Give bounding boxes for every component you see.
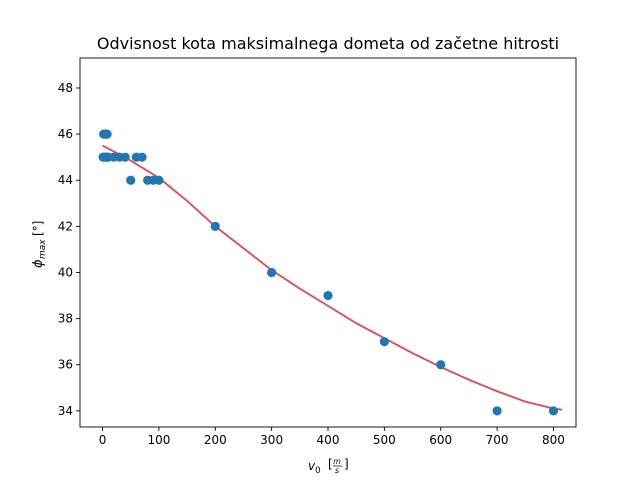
x-axis-ticks: 0 100 200 300 400 500 600 700 800 [99,427,565,447]
y-tick-label: 44 [58,173,73,187]
data-point [436,360,446,370]
data-point [102,129,112,139]
data-point [210,221,220,231]
x-label-main: v [308,459,316,473]
x-label-bracket-close: ] [344,457,349,471]
y-label-main: ϕ [31,259,46,268]
y-axis-label: ϕ max [°] [31,221,48,268]
x-tick-label: 800 [542,433,565,447]
x-tick-label: 200 [204,433,227,447]
x-label-unit-num: m [333,457,341,466]
data-point [267,267,277,278]
y-tick-label: 38 [58,312,73,326]
y-tick-label: 34 [58,404,73,418]
plot-area [79,57,577,428]
y-tick-label: 36 [58,358,73,372]
data-point [126,175,136,185]
x-axis-label: v 0 [ m s ] [308,457,349,476]
x-tick-label: 600 [429,433,452,447]
y-tick-label: 40 [58,265,73,279]
data-point [154,175,164,185]
x-tick-label: 300 [260,433,283,447]
data-points [98,129,559,416]
x-label-sub: 0 [315,466,321,476]
data-point [492,406,502,416]
data-point [137,152,147,162]
x-label-unit-den: s [335,466,339,475]
x-tick-label: 400 [317,433,340,447]
y-label-sub: max [38,239,48,259]
x-tick-label: 500 [373,433,396,447]
y-tick-label: 42 [58,219,73,233]
fit-line [102,144,563,411]
data-point [323,290,333,301]
axes-frame [79,57,577,428]
x-tick-label: 100 [147,433,170,447]
y-tick-label: 46 [58,127,73,141]
chart-title: Odvisnost kota maksimalnega dometa od za… [97,34,559,53]
x-label-bracket-open: [ [328,457,333,471]
data-point [120,152,130,162]
y-axis-ticks: 34 36 38 40 42 44 46 48 [58,81,80,418]
y-tick-label: 48 [58,81,73,95]
x-tick-label: 700 [486,433,509,447]
data-point [379,337,389,347]
data-point [548,406,559,416]
y-label-unit: [°] [31,221,45,236]
x-tick-label: 0 [99,433,107,447]
